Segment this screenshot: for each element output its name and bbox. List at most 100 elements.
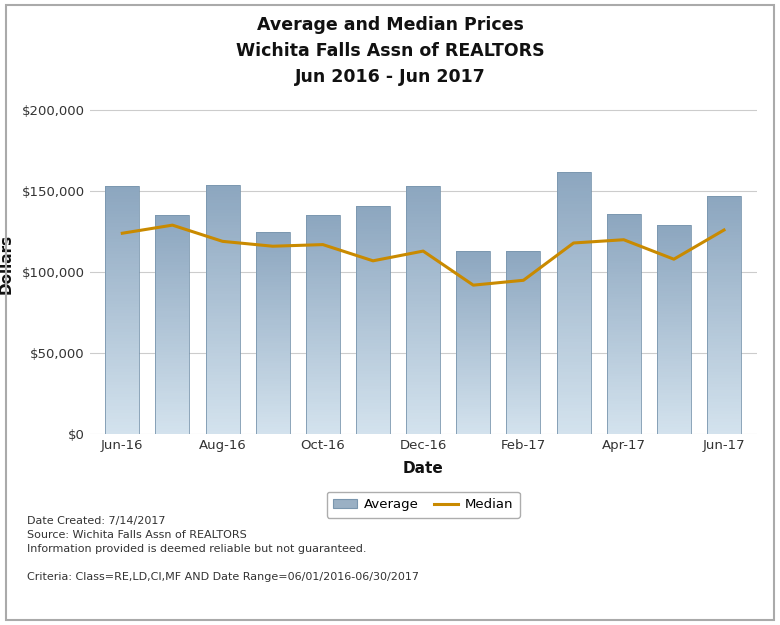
Bar [205,312,239,316]
Bar [306,287,340,289]
Bar [256,267,290,269]
Bar [607,280,641,282]
Bar [155,391,190,393]
Bar [256,310,290,312]
Bar [607,407,641,409]
Bar [607,308,641,310]
Bar [105,270,140,273]
Bar [456,414,491,416]
Bar [406,376,440,379]
Bar [205,269,239,272]
Bar [456,297,491,299]
Bar [306,242,340,246]
Bar [205,362,239,366]
Bar [406,372,440,376]
Bar [155,319,190,322]
Bar [556,385,590,388]
Bar [506,407,541,409]
Bar [607,233,641,236]
Bar [105,242,140,245]
Bar [556,356,590,359]
Bar [205,256,239,259]
Bar [506,396,541,398]
Bar [607,324,641,327]
Bar [456,384,491,386]
Bar [506,306,541,308]
Bar [406,344,440,348]
Bar [356,394,390,398]
Bar [657,249,691,251]
Bar [657,395,691,398]
Bar [105,304,140,308]
Bar [406,229,440,232]
Bar [556,326,590,329]
Bar [256,374,290,376]
Bar [105,298,140,301]
Bar [406,289,440,292]
Bar [556,228,590,231]
Bar [707,336,741,339]
Bar [205,334,239,338]
Bar [506,389,541,391]
Bar [506,256,541,258]
Bar [657,322,691,324]
Bar [356,369,390,371]
Bar [256,417,290,419]
Bar [306,355,340,357]
Bar [406,382,440,385]
Bar [707,330,741,333]
Bar [406,419,440,422]
Bar [506,382,541,384]
Bar [155,248,190,251]
Bar [707,229,741,232]
Bar [155,388,190,391]
Bar [556,411,590,414]
Bar [506,329,541,331]
Bar [556,217,590,221]
Bar [657,259,691,262]
Bar [506,269,541,272]
Bar [256,336,290,338]
Bar [607,278,641,280]
Bar [155,341,190,344]
Bar [607,282,641,286]
Bar [256,285,290,288]
Bar [256,406,290,409]
Bar [456,253,491,256]
Bar [306,248,340,251]
Bar [306,284,340,287]
Bar [506,411,541,414]
Bar [155,273,190,276]
Bar [657,356,691,359]
Bar [707,261,741,264]
Bar [657,296,691,298]
Bar [205,384,239,388]
Bar [657,251,691,254]
Bar [456,407,491,409]
Bar [306,339,340,341]
Bar [306,314,340,317]
Bar [707,333,741,336]
Bar [306,423,340,426]
Bar [707,348,741,351]
Bar [556,329,590,332]
Bar [356,231,390,234]
Bar [707,345,741,348]
Bar [707,387,741,389]
Bar [456,274,491,276]
Bar [707,279,741,282]
Bar [306,377,340,379]
Bar [205,262,239,266]
Bar [456,260,491,262]
Bar [607,261,641,263]
Bar [456,345,491,348]
Bar [205,244,239,247]
Bar [607,299,641,302]
Bar [306,262,340,264]
Bar [607,379,641,382]
Bar [105,196,140,199]
Bar [256,242,290,244]
Bar [707,312,741,315]
Bar [306,421,340,423]
Bar [205,400,239,403]
